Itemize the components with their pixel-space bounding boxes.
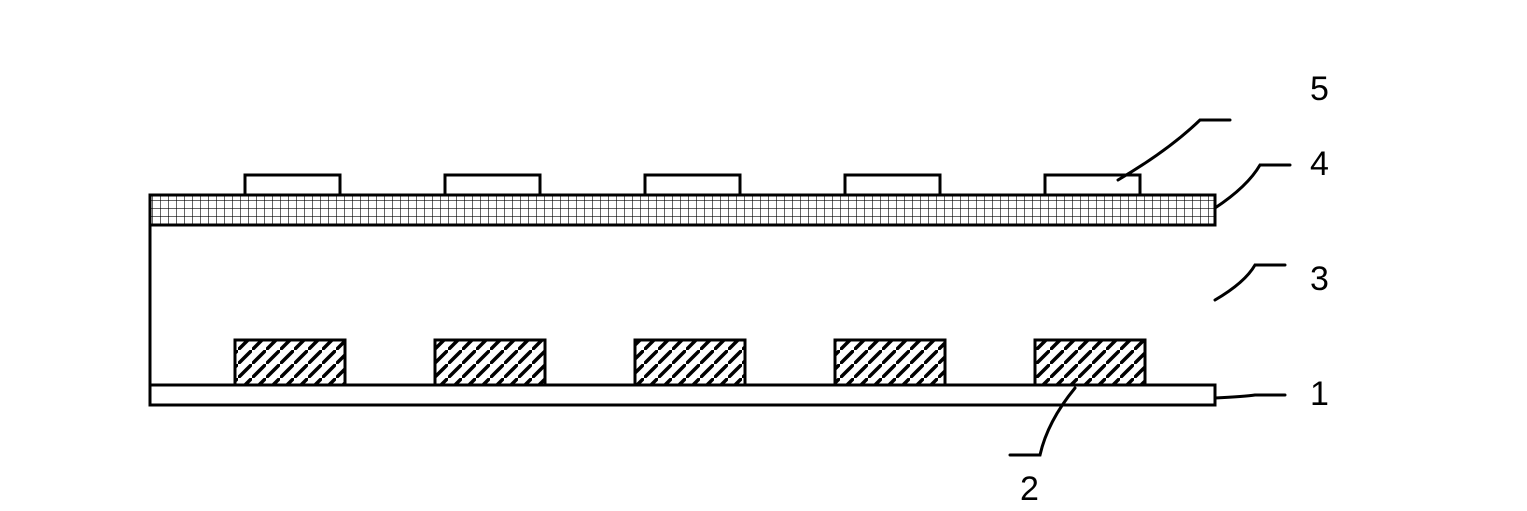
top-tab [445,175,540,195]
callout-label: 4 [1310,145,1329,183]
leader-line [1215,165,1290,208]
callout-5: 5 [1118,70,1329,180]
top-tab [845,175,940,195]
layer-4-crosshatch [150,195,1215,225]
callout-label: 3 [1310,260,1329,298]
layer-2-hatched-blocks [235,340,1145,385]
hatched-block [435,340,545,385]
leader-line [1118,120,1230,180]
leader-line [1215,265,1285,300]
layer-1-substrate [150,385,1215,405]
callout-label: 5 [1310,70,1329,108]
layer-5-top-tabs [245,175,1140,195]
top-tab [1045,175,1140,195]
callout-1: 1 [1215,375,1329,413]
callout-3: 3 [1215,260,1329,300]
callout-label: 1 [1310,375,1329,413]
callout-4: 4 [1215,145,1329,208]
hatched-block [235,340,345,385]
leader-line [1215,395,1285,398]
callout-label: 2 [1020,470,1039,508]
hatched-block [835,340,945,385]
engineering-cross-section-diagram: 5 4 3 1 2 [0,0,1527,511]
hatched-block [1035,340,1145,385]
top-tab [245,175,340,195]
top-tab [645,175,740,195]
hatched-block [635,340,745,385]
